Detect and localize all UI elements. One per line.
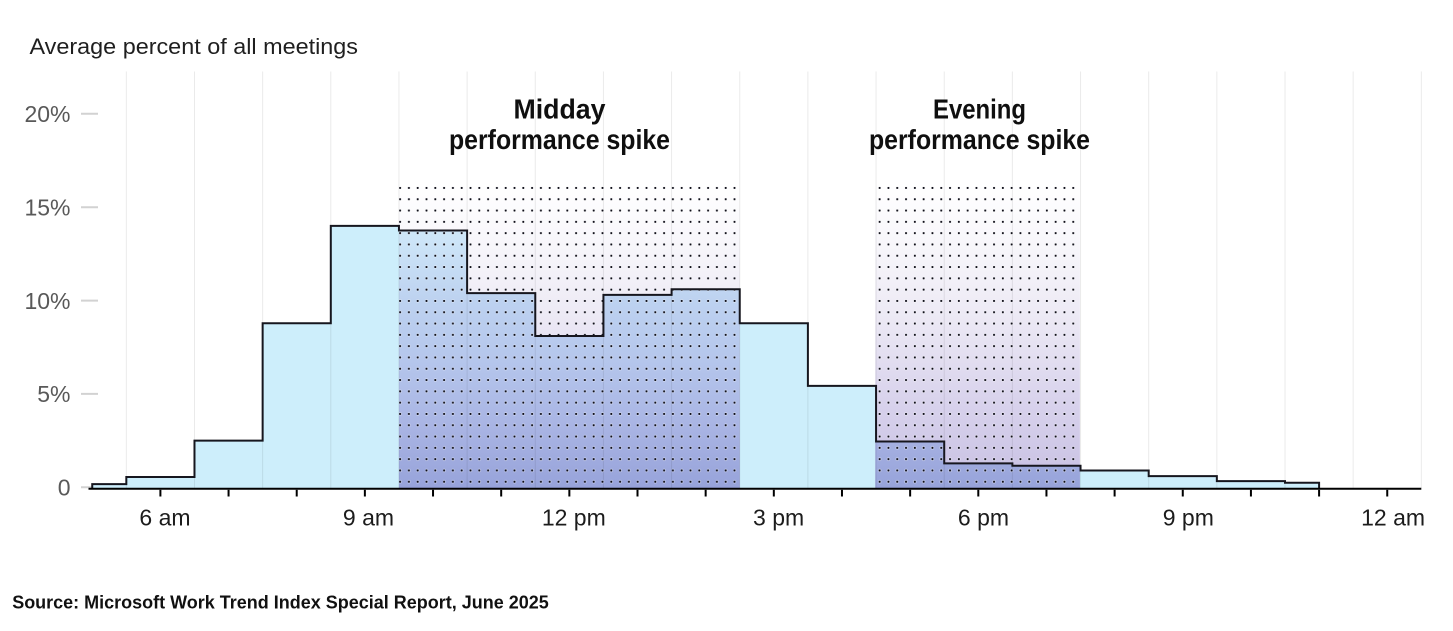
svg-text:3 pm: 3 pm xyxy=(753,505,804,531)
svg-text:performance spike: performance spike xyxy=(869,124,1090,155)
svg-text:9 am: 9 am xyxy=(343,505,394,531)
svg-text:10%: 10% xyxy=(24,288,70,314)
svg-text:20%: 20% xyxy=(24,101,70,127)
svg-text:12 am: 12 am xyxy=(1361,505,1425,531)
svg-text:Evening: Evening xyxy=(933,94,1026,125)
svg-text:performance spike: performance spike xyxy=(449,124,670,155)
svg-text:Average percent of all meeting: Average percent of all meetings xyxy=(30,34,359,59)
svg-text:12 pm: 12 pm xyxy=(542,505,606,531)
svg-text:5%: 5% xyxy=(37,381,70,407)
svg-text:Source: Microsoft Work Trend I: Source: Microsoft Work Trend Index Speci… xyxy=(12,592,549,613)
svg-text:15%: 15% xyxy=(24,194,70,220)
svg-text:Midday: Midday xyxy=(514,94,606,125)
svg-text:6 am: 6 am xyxy=(139,505,190,531)
svg-text:6 pm: 6 pm xyxy=(958,505,1009,531)
svg-text:0: 0 xyxy=(58,475,71,501)
svg-text:9 pm: 9 pm xyxy=(1163,505,1214,531)
